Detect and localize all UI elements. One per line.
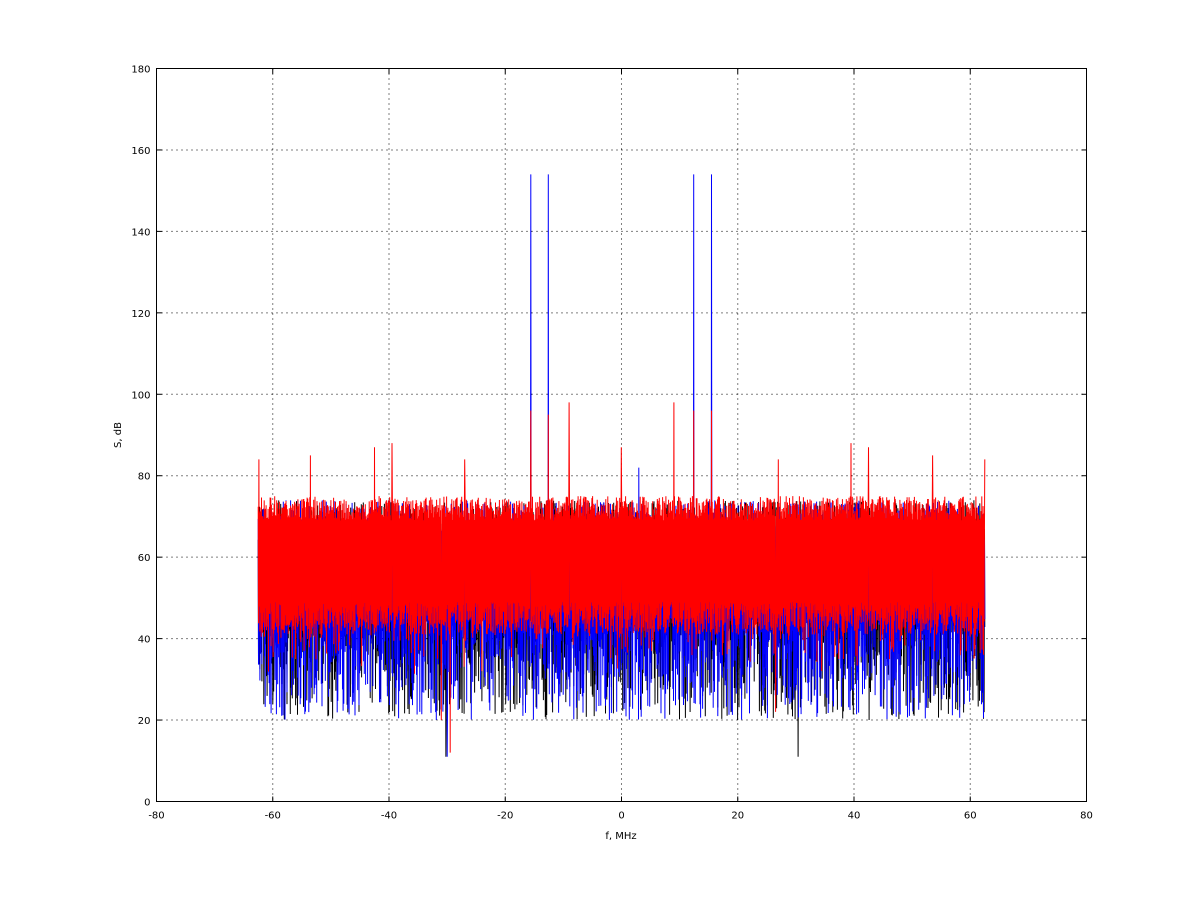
plot-series [257, 174, 986, 757]
x-tick-label: 40 [848, 811, 861, 822]
x-axis-label: f, MHz [605, 831, 636, 842]
y-tick-label: 120 [131, 309, 150, 320]
axis-ticks: -80 -60 -40 -20 0 20 40 60 80 0 20 40 60 80 100 120 140 1… [131, 65, 1092, 822]
x-tick-label: 20 [731, 811, 744, 822]
series-line-ff0000 [257, 402, 986, 753]
x-tick-label: -20 [497, 811, 513, 822]
x-tick-label: 80 [1080, 811, 1093, 822]
x-tick-label: 0 [618, 811, 624, 822]
y-tick-label: 80 [138, 472, 151, 483]
y-tick-label: 20 [138, 716, 151, 727]
y-tick-label: 0 [144, 798, 150, 809]
x-tick-label: 60 [964, 811, 977, 822]
y-axis-label: S, dB [113, 422, 124, 448]
y-tick-label: 40 [138, 635, 151, 646]
x-tick-label: -60 [265, 811, 281, 822]
x-tick-label: -80 [148, 811, 164, 822]
y-tick-label: 100 [131, 390, 150, 401]
y-tick-label: 140 [131, 227, 150, 238]
y-tick-label: 60 [138, 553, 151, 564]
y-tick-label: 160 [131, 146, 150, 157]
y-tick-label: 180 [131, 65, 150, 76]
x-tick-label: -40 [381, 811, 397, 822]
